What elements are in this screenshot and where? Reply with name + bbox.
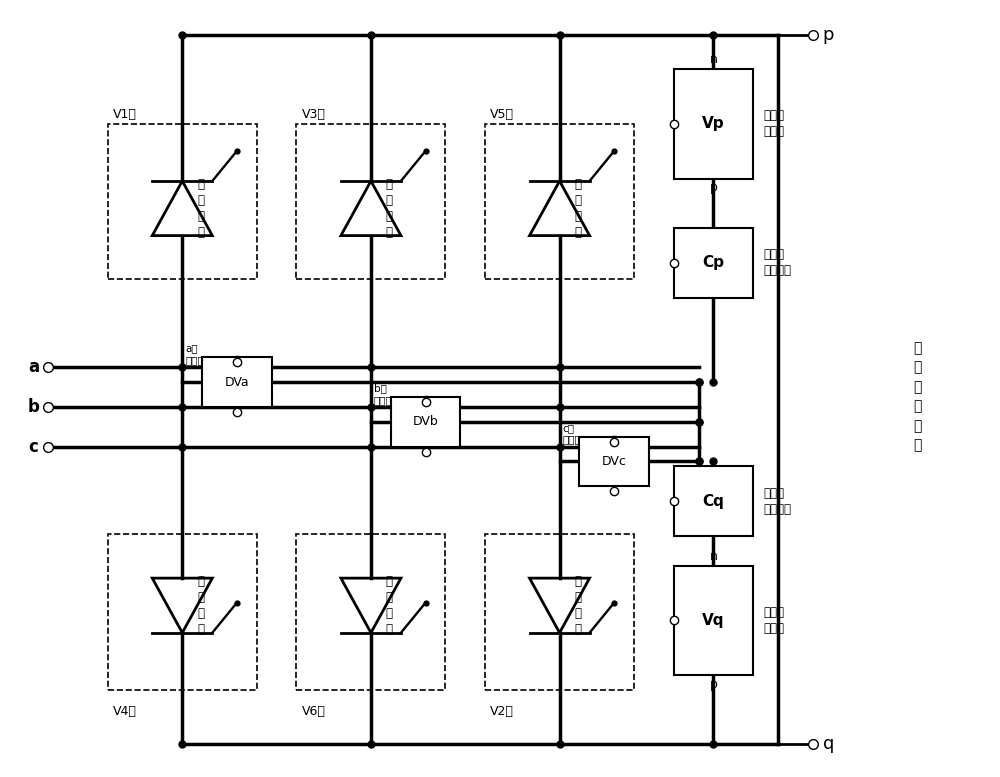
Text: b相
双向阀: b相 双向阀 xyxy=(374,383,393,405)
Text: V2阀: V2阀 xyxy=(490,705,514,718)
Text: 晶
闸
管
阀: 晶 闸 管 阀 xyxy=(386,575,393,636)
Text: p: p xyxy=(823,26,834,44)
Bar xyxy=(674,228,753,298)
Bar xyxy=(674,69,753,179)
Bar xyxy=(202,357,272,407)
Text: DVb: DVb xyxy=(413,415,438,428)
Text: V3阀: V3阀 xyxy=(301,108,325,120)
Text: Vp: Vp xyxy=(702,117,725,131)
Bar xyxy=(296,124,445,279)
Text: c相
双向阀: c相 双向阀 xyxy=(563,423,581,444)
Text: 上桥臂
谐振回路: 上桥臂 谐振回路 xyxy=(763,249,791,277)
Text: 下桥臂
辅助阀: 下桥臂 辅助阀 xyxy=(763,606,784,635)
Text: a: a xyxy=(28,358,39,376)
Text: V4阀: V4阀 xyxy=(113,705,137,718)
Text: Vq: Vq xyxy=(702,613,725,628)
Text: a相
双向阀: a相 双向阀 xyxy=(185,343,204,365)
Text: V5阀: V5阀 xyxy=(490,108,514,120)
Bar xyxy=(108,535,257,690)
Text: p: p xyxy=(710,678,717,691)
Text: DVa: DVa xyxy=(225,375,249,388)
Text: 晶
闸
管
阀: 晶 闸 管 阀 xyxy=(574,575,581,636)
Bar xyxy=(674,466,753,536)
Bar xyxy=(391,397,460,447)
Text: 晶
闸
管
阀: 晶 闸 管 阀 xyxy=(386,178,393,239)
Text: q: q xyxy=(823,736,834,754)
Text: n: n xyxy=(710,54,717,66)
Bar xyxy=(579,437,649,486)
Text: 晶
闸
管
阀: 晶 闸 管 阀 xyxy=(197,575,204,636)
Bar xyxy=(108,124,257,279)
Bar xyxy=(485,535,634,690)
Text: 晶
闸
管
阀: 晶 闸 管 阀 xyxy=(197,178,204,239)
Bar xyxy=(485,124,634,279)
Text: 上桥臂
辅助阀: 上桥臂 辅助阀 xyxy=(763,110,784,138)
Text: n: n xyxy=(710,550,717,563)
Text: 下桥臂
谐振回路: 下桥臂 谐振回路 xyxy=(763,486,791,516)
Text: V6阀: V6阀 xyxy=(301,705,325,718)
Bar xyxy=(674,566,753,675)
Text: DVc: DVc xyxy=(602,455,627,468)
Text: p: p xyxy=(710,182,717,194)
Text: Cq: Cq xyxy=(703,493,724,509)
Text: 晶
闸
管
阀: 晶 闸 管 阀 xyxy=(574,178,581,239)
Text: V1阀: V1阀 xyxy=(113,108,137,120)
Text: c: c xyxy=(28,437,38,455)
Text: Cp: Cp xyxy=(702,256,724,270)
Text: 辅
助
换
相
电
路: 辅 助 换 相 电 路 xyxy=(913,341,921,453)
Bar xyxy=(296,535,445,690)
Text: b: b xyxy=(27,398,39,416)
